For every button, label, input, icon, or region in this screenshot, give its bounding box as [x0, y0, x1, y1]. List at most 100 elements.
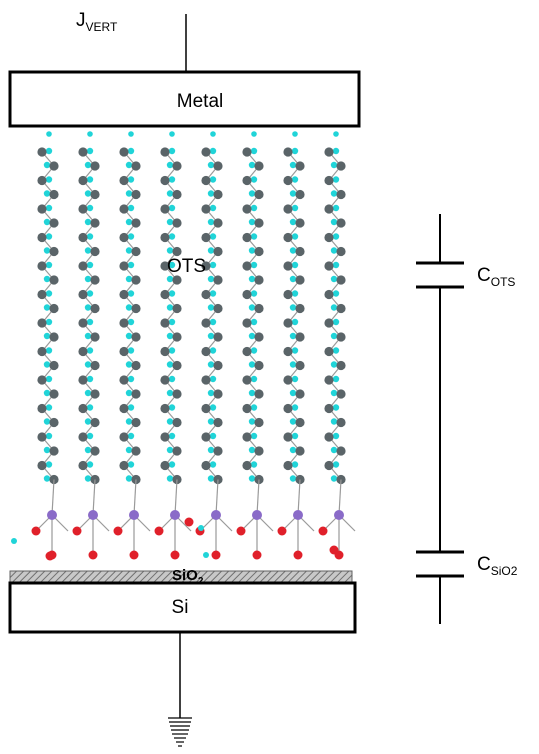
- carbon-atom: [131, 246, 141, 257]
- hydrogen-atom: [332, 147, 340, 155]
- carbon-atom: [324, 460, 334, 471]
- hydrogen-atom: [248, 275, 256, 283]
- carbon-atom: [242, 175, 252, 186]
- carbon-atom: [78, 204, 88, 214]
- hydrogen-atom: [45, 318, 53, 326]
- hydrogen-atom: [86, 204, 94, 212]
- carbon-atom: [37, 232, 47, 243]
- hydrogen-atom: [86, 347, 94, 354]
- carbon-atom: [283, 432, 293, 442]
- carbon-atom: [242, 147, 252, 157]
- hydrogen-atom: [248, 475, 256, 482]
- oxygen-atom: [329, 545, 339, 555]
- carbon-atom: [78, 403, 88, 414]
- carbon-atom: [131, 389, 141, 399]
- carbon-atom: [201, 403, 211, 414]
- carbon-atom: [336, 417, 346, 428]
- hydrogen-atom: [168, 147, 176, 155]
- equivalent-circuit: [416, 214, 464, 624]
- carbon-atom: [295, 189, 305, 200]
- carbon-atom: [283, 232, 293, 243]
- carbon-atom: [49, 417, 59, 428]
- oxygen-atom: [129, 550, 139, 560]
- hydrogen-atom: [125, 446, 133, 454]
- carbon-atom: [201, 318, 211, 328]
- hydrogen-atom: [207, 418, 215, 425]
- carbon-atom: [131, 303, 141, 314]
- carbon-atom: [242, 403, 252, 414]
- carbon-atom: [295, 332, 305, 342]
- oxygen-atom: [184, 517, 194, 527]
- hydrogen-atom: [332, 318, 340, 326]
- hydrogen-atom: [207, 332, 215, 340]
- carbon-atom: [90, 332, 100, 342]
- carbon-atom: [295, 389, 305, 399]
- carbon-atom: [242, 460, 252, 471]
- hydrogen-atom: [45, 204, 53, 212]
- carbon-atom: [324, 432, 334, 442]
- hydrogen-atom: [43, 446, 51, 454]
- carbon-atom: [283, 289, 293, 300]
- carbon-atom: [78, 460, 88, 471]
- hydrogen-atom: [291, 318, 299, 326]
- carbon-atom: [201, 375, 211, 385]
- hydrogen-atom: [127, 261, 135, 269]
- hydrogen-atom: [209, 404, 217, 411]
- oxygen-atom: [88, 550, 98, 560]
- carbon-atom: [131, 332, 141, 342]
- chain-bond: [338, 479, 342, 516]
- oxygen-atom: [154, 526, 164, 536]
- hydrogen-atom: [289, 247, 297, 254]
- carbon-atom: [336, 389, 346, 399]
- hydrogen-atom: [248, 332, 256, 340]
- hydrogen-atom: [125, 304, 133, 311]
- hydrogen-atom: [330, 304, 338, 311]
- hydrogen-atom: [207, 218, 215, 226]
- carbon-atom: [172, 161, 182, 171]
- carbon-atom: [172, 246, 182, 257]
- hydrogen-atom: [127, 375, 135, 383]
- carbon-atom: [242, 289, 252, 300]
- carbon-atom: [201, 346, 211, 357]
- hydrogen-atom: [248, 161, 256, 169]
- hydrogen-atom: [45, 147, 53, 155]
- carbon-atom: [160, 204, 170, 214]
- hydrogen-atom: [166, 304, 174, 311]
- silicon-atom: [129, 510, 139, 520]
- hydrogen-atom: [84, 161, 92, 169]
- carbon-atom: [90, 275, 100, 285]
- carbon-atom: [213, 246, 223, 257]
- hydrogen-atom: [168, 318, 176, 326]
- hydrogen-atom: [292, 131, 298, 137]
- carbon-atom: [283, 204, 293, 214]
- carbon-atom: [78, 261, 88, 271]
- carbon-atom: [295, 303, 305, 314]
- carbon-atom: [283, 346, 293, 357]
- hydrogen-atom: [291, 204, 299, 212]
- hydrogen-atom: [210, 131, 216, 137]
- carbon-atom: [78, 346, 88, 357]
- oxygen-atom: [113, 526, 123, 536]
- carbon-atom: [295, 218, 305, 228]
- carbon-atom: [254, 360, 264, 371]
- oxygen-atom: [31, 526, 41, 536]
- hydrogen-atom: [291, 147, 299, 155]
- hydrogen-atom: [168, 461, 176, 468]
- hydrogen-atom: [45, 461, 53, 468]
- carbon-atom: [37, 204, 47, 214]
- hydrogen-atom: [127, 404, 135, 411]
- hydrogen-atom: [168, 233, 176, 240]
- carbon-atom: [37, 346, 47, 357]
- carbon-atom: [254, 303, 264, 314]
- hydrogen-atom: [84, 361, 92, 368]
- hydrogen-atom: [125, 275, 133, 283]
- carbon-atom: [213, 189, 223, 200]
- hydrogen-atom: [250, 290, 258, 297]
- hydrogen-atom: [207, 389, 215, 397]
- carbon-atom: [201, 460, 211, 471]
- carbon-atom: [336, 360, 346, 371]
- hydrogen-atom: [125, 361, 133, 368]
- carbon-atom: [295, 360, 305, 371]
- hydrogen-atom: [289, 218, 297, 226]
- hydrogen-atom: [45, 176, 53, 183]
